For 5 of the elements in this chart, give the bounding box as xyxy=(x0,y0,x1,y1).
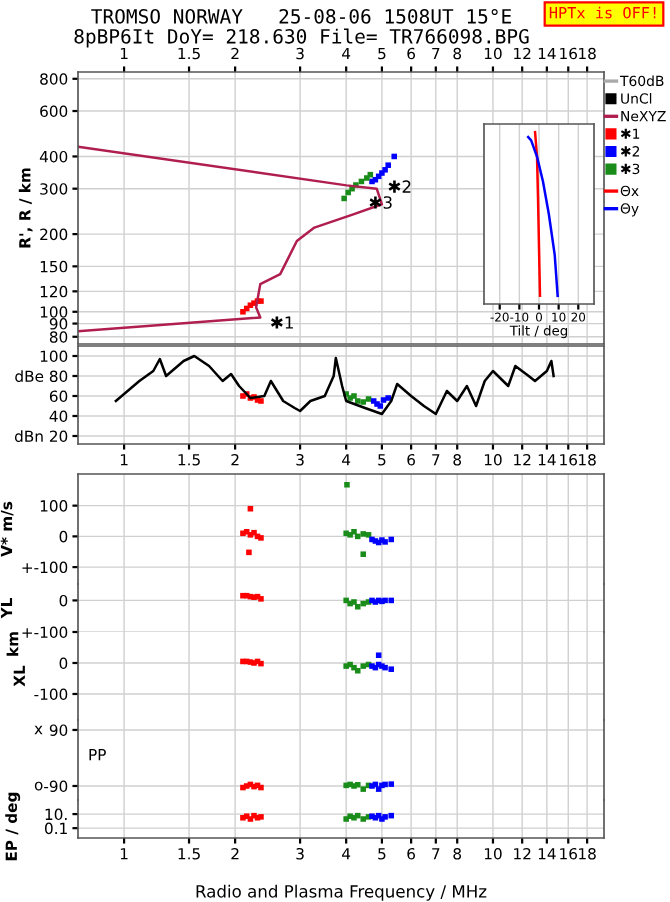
annotation: ✱2 xyxy=(388,180,411,193)
chart-subtitle: 8pBP6It DoY= 218.630 File= TR766098.BPG xyxy=(74,28,529,48)
chart-title: TROMSO NORWAY 25-08-06 1508UT 15°E xyxy=(91,8,511,24)
annotation: ✱1 xyxy=(270,316,293,329)
x-axis-title: Radio and Plasma Frequency / MHz xyxy=(196,884,487,901)
